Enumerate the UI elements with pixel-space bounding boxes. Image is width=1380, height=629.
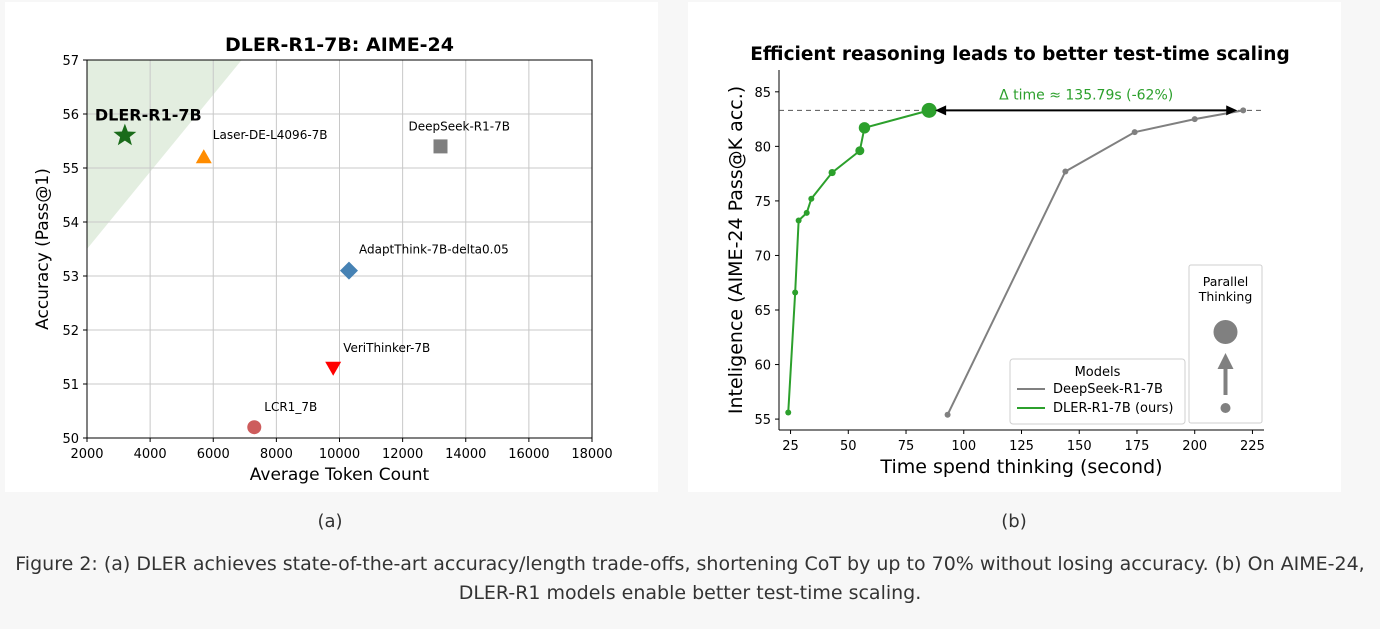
x-tick-label: 10000 <box>319 447 360 462</box>
series-point-1 <box>855 146 865 156</box>
parallel-big-dot <box>1213 320 1238 344</box>
point-label: LCR1_7B <box>264 400 317 414</box>
y-tick-label: 70 <box>754 249 771 264</box>
y-tick-label: 57 <box>62 54 79 69</box>
legend-title: Models <box>1075 365 1121 380</box>
chart-b-panel: 25 50 75 100 125 150 175 200 225 55 60 65 70 75 80 85 Ef… <box>688 2 1341 492</box>
point-label: DeepSeek-R1-7B <box>409 119 510 133</box>
subfigure-label-b: (b) <box>1001 511 1027 532</box>
y-tick-label: 85 <box>754 86 771 101</box>
x-tick-label: 16000 <box>508 447 549 462</box>
x-tick-label: 150 <box>1067 439 1092 454</box>
y-axis-label: Inteligence (AIME-24 Pass@K acc.) <box>725 86 747 414</box>
x-tick-label: 200 <box>1182 439 1207 454</box>
x-tick-label: 2000 <box>70 447 103 462</box>
y-tick-label: 56 <box>62 108 79 123</box>
point-verithinker-7b <box>325 361 342 376</box>
x-tick-label: 4000 <box>134 447 167 462</box>
x-tick-label: 75 <box>898 439 915 454</box>
series-point-0 <box>944 411 951 418</box>
legend-entry-1: DLER-R1-7B (ours) <box>1053 401 1173 416</box>
y-axis-label: Accuracy (Pass@1) <box>33 168 53 330</box>
point-deepseek-r1-7b <box>433 139 448 154</box>
series-point-1 <box>828 168 836 177</box>
series-point-1 <box>803 209 810 216</box>
series-point-0 <box>1240 107 1247 114</box>
parallel-thinking-label: Thinking <box>1198 289 1253 304</box>
x-tick-label: 8000 <box>260 447 293 462</box>
point-label: Laser-DE-L4096-7B <box>213 128 328 142</box>
point-label: VeriThinker-7B <box>343 341 430 355</box>
series-point-1 <box>808 195 815 202</box>
series-point-1 <box>792 289 799 296</box>
series-point-1 <box>795 217 802 224</box>
dominance-region <box>87 60 242 249</box>
chart-a: 2000 4000 6000 8000 10000 12000 14000 16000 1800… <box>33 34 613 485</box>
parallel-small-dot <box>1220 403 1231 413</box>
parallel-arrow-head <box>1217 353 1234 369</box>
x-tick-label: 175 <box>1125 439 1150 454</box>
chart-title: DLER-R1-7B: AIME-24 <box>225 34 454 56</box>
point-lcr1-7b <box>247 420 262 435</box>
x-axis-label: Time spend thinking (second) <box>879 456 1162 478</box>
series-point-1 <box>785 409 792 416</box>
x-tick-label: 18000 <box>571 447 612 462</box>
delta-annotation: Δ time ≈ 135.79s (-62%) <box>999 87 1173 103</box>
y-tick-label: 60 <box>754 359 771 374</box>
x-tick-label: 225 <box>1240 439 1265 454</box>
y-tick-label: 75 <box>754 195 771 210</box>
chart-b: 25 50 75 100 125 150 175 200 225 55 60 65 70 75 80 85 Ef… <box>725 44 1290 478</box>
x-tick-label: 12000 <box>382 447 423 462</box>
figure-caption: Figure 2: (a) DLER achieves state-of-the… <box>0 550 1380 608</box>
series-point-0 <box>1191 116 1198 123</box>
series-point-1 <box>858 122 871 134</box>
y-tick-label: 52 <box>62 324 79 339</box>
point-label: DLER-R1-7B <box>95 106 202 125</box>
series-point-0 <box>1062 168 1069 175</box>
point-dler-r1-7b <box>113 123 137 146</box>
series-point-0 <box>1131 129 1138 136</box>
series-point-1 <box>921 102 937 118</box>
x-tick-label: 100 <box>951 439 976 454</box>
parallel-thinking-label: Parallel <box>1203 274 1249 289</box>
y-tick-label: 55 <box>62 162 79 177</box>
caption-line-2: DLER-R1 models enable better test-time s… <box>458 582 922 604</box>
legend-box <box>1009 358 1186 425</box>
y-tick-label: 50 <box>62 432 79 447</box>
point-label: AdaptThink-7B-delta0.05 <box>359 243 509 257</box>
delta-arrow-head-right <box>1226 105 1238 116</box>
caption-line-1: Figure 2: (a) DLER achieves state-of-the… <box>15 553 1365 575</box>
chart-title: Efficient reasoning leads to better test… <box>750 44 1289 65</box>
x-tick-label: 25 <box>782 439 799 454</box>
x-axis-label: Average Token Count <box>250 465 430 485</box>
series-line-1 <box>787 109 930 413</box>
y-tick-label: 80 <box>754 140 771 155</box>
x-tick-label: 14000 <box>445 447 486 462</box>
point-adaptthink-7b-delta0-05 <box>339 261 358 280</box>
chart-a-panel: 2000 4000 6000 8000 10000 12000 14000 16000 1800… <box>5 2 658 492</box>
y-tick-label: 55 <box>754 413 771 428</box>
delta-arrow-head-left <box>935 105 947 116</box>
y-tick-label: 53 <box>62 270 79 285</box>
x-tick-label: 50 <box>840 439 857 454</box>
x-tick-label: 125 <box>1009 439 1034 454</box>
x-tick-label: 6000 <box>197 447 230 462</box>
y-tick-label: 54 <box>62 216 79 231</box>
y-tick-label: 51 <box>62 378 79 393</box>
y-tick-label: 65 <box>754 304 771 319</box>
legend-entry-0: DeepSeek-R1-7B <box>1053 382 1163 397</box>
point-laser-de-l4096-7b <box>195 149 212 164</box>
subfigure-label-a: (a) <box>317 511 343 532</box>
